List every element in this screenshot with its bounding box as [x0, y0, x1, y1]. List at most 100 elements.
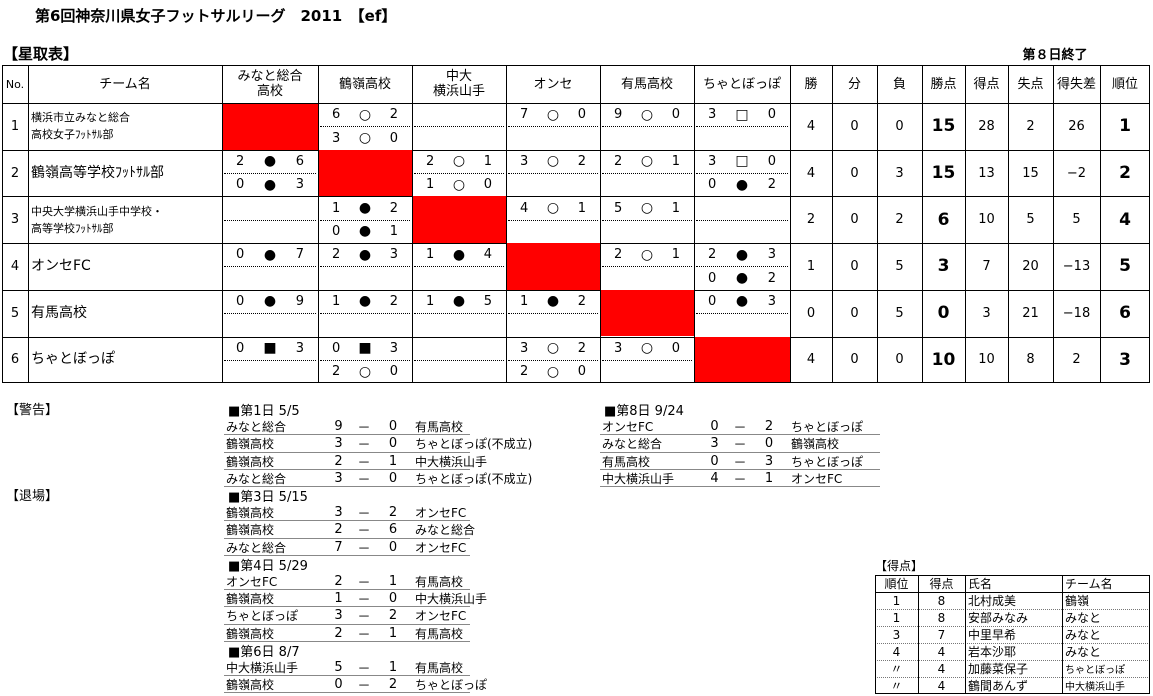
- score: 0: [236, 293, 245, 309]
- away-team: ちゃとぼっぽ: [791, 454, 864, 469]
- score: 6: [295, 153, 304, 169]
- score-separator: －: [733, 438, 747, 454]
- match-underline: [224, 537, 470, 539]
- team-name: 有馬高校: [31, 304, 87, 321]
- stat-l: 5: [895, 258, 904, 274]
- score: 0: [671, 340, 680, 356]
- score-separator: －: [357, 421, 371, 437]
- column-header: 勝点: [930, 76, 957, 92]
- home-team: 鶴嶺高校: [226, 523, 275, 538]
- result-mark: ●: [263, 153, 277, 170]
- score: 2: [388, 505, 398, 521]
- column-header: 鶴嶺高校: [338, 76, 391, 92]
- cell-divider: [224, 359, 316, 361]
- match-underline: [224, 675, 470, 677]
- score: 2: [614, 247, 623, 263]
- row-number: 5: [10, 305, 20, 321]
- result-mark: ○: [546, 200, 560, 217]
- result-mark: ●: [735, 176, 749, 193]
- result-mark: ●: [263, 176, 277, 193]
- self-cell: [318, 149, 412, 197]
- cell-divider: [224, 173, 316, 175]
- column-border: [1053, 65, 1054, 384]
- scorers-row-border: [875, 609, 1150, 610]
- score: 2: [334, 625, 343, 641]
- self-cell: [694, 336, 790, 384]
- scorers-row-border: [875, 643, 1150, 644]
- result-mark: ●: [546, 293, 560, 310]
- away-team: ちゃとぼっぽ(不成立): [415, 437, 533, 452]
- column-header: No.: [5, 77, 25, 91]
- scorer-rank: 1: [892, 593, 901, 608]
- cell-divider: [508, 219, 598, 221]
- scorer-rank: 3: [892, 627, 901, 642]
- result-line: 1 ● 2: [318, 196, 412, 219]
- result-line: 3 ○ 0: [600, 337, 694, 360]
- home-team: 鶴嶺高校: [226, 626, 275, 641]
- score: 7: [295, 247, 304, 263]
- score: 0: [767, 107, 776, 123]
- result-mark: ○: [546, 340, 560, 357]
- scorer-name: 安部みなみ: [968, 611, 1029, 625]
- score: 2: [708, 247, 717, 263]
- section-title: 【星取表】: [3, 45, 79, 63]
- cell-divider: [414, 359, 504, 361]
- score: 1: [426, 177, 435, 193]
- status: 第８日終了: [1022, 48, 1088, 63]
- score: 9: [334, 419, 343, 435]
- team-name: 中央大学横浜山手中学校・ 高等学校ﾌｯﾄｻﾙ部: [31, 204, 163, 235]
- stat-points: 10: [931, 349, 956, 370]
- score: 1: [671, 153, 680, 169]
- column-header: 勝: [804, 76, 818, 92]
- column-header: 失点: [1017, 76, 1044, 92]
- score: 2: [334, 453, 343, 469]
- row-border: [2, 196, 1150, 198]
- home-team: オンセFC: [226, 575, 278, 590]
- away-team: 有馬高校: [415, 420, 464, 435]
- scorers-column-border: [918, 575, 919, 694]
- score: 0: [388, 436, 398, 452]
- column-border: [28, 65, 29, 384]
- match-underline: [224, 554, 470, 556]
- home-team: 有馬高校: [602, 454, 651, 469]
- score: 1: [332, 200, 341, 216]
- home-team: オンセFC: [602, 420, 654, 435]
- away-team: ちゃとぼっぽ: [415, 678, 488, 693]
- result-mark: ●: [263, 293, 277, 310]
- column-header: ちゃとぼっぽ: [702, 76, 781, 92]
- result-mark: ●: [735, 293, 749, 310]
- scorers-row-border: [875, 626, 1150, 627]
- result-mark: ●: [358, 246, 372, 263]
- column-border: [600, 65, 601, 384]
- stat-w: 4: [806, 165, 816, 181]
- score: 1: [577, 200, 586, 216]
- stat-d: 0: [850, 212, 859, 228]
- stat-rank: 6: [1119, 303, 1131, 324]
- cell-divider: [508, 173, 598, 175]
- cell-divider: [414, 266, 504, 268]
- score: 0: [671, 107, 680, 123]
- cell-divider: [414, 173, 504, 175]
- stat-gd: 5: [1072, 212, 1081, 228]
- score: 2: [520, 364, 529, 380]
- score: 1: [388, 574, 398, 590]
- scorer-name: 鶴間あんず: [968, 679, 1029, 693]
- score: 1: [764, 470, 774, 486]
- score: 2: [388, 608, 398, 624]
- result-line: 2 ● 6: [222, 150, 318, 173]
- score: 3: [767, 247, 776, 263]
- score: 2: [577, 293, 586, 309]
- score: 3: [389, 340, 398, 356]
- score-separator: －: [357, 610, 371, 626]
- column-border: [790, 65, 791, 384]
- result-mark: ○: [640, 340, 654, 357]
- away-team: オンセFC: [415, 540, 467, 555]
- cell-divider: [224, 219, 316, 221]
- result-line: 1 ● 5: [412, 290, 506, 313]
- score: 2: [614, 153, 623, 169]
- score: 0: [388, 539, 398, 555]
- stat-rank: 5: [1119, 256, 1131, 277]
- result-line: 2 ○ 0: [318, 360, 412, 383]
- result-mark: ●: [452, 293, 466, 310]
- score: 2: [767, 177, 776, 193]
